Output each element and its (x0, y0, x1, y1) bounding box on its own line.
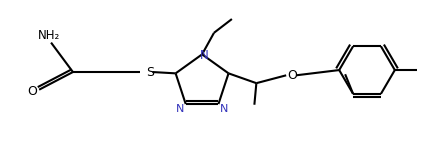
Text: N: N (220, 104, 229, 114)
Text: N: N (200, 49, 209, 62)
Text: O: O (27, 85, 37, 98)
Text: S: S (147, 66, 154, 78)
Text: NH₂: NH₂ (38, 29, 60, 42)
Text: O: O (287, 69, 297, 82)
Text: N: N (175, 104, 184, 114)
